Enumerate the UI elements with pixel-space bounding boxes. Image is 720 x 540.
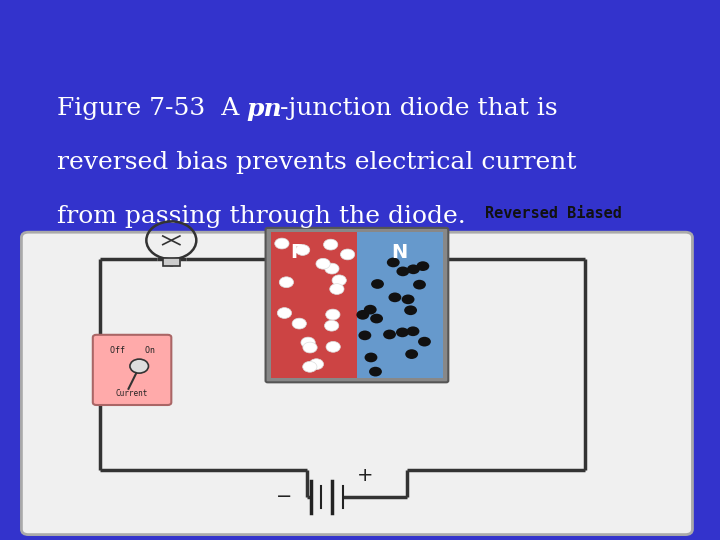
- Text: −: −: [276, 487, 293, 507]
- Circle shape: [326, 341, 341, 352]
- Text: reversed bias prevents electrical current: reversed bias prevents electrical curren…: [57, 151, 577, 174]
- Circle shape: [301, 337, 315, 348]
- Circle shape: [402, 294, 415, 304]
- Circle shape: [341, 249, 355, 260]
- Text: -junction diode that is: -junction diode that is: [280, 97, 557, 120]
- Circle shape: [407, 265, 420, 274]
- Circle shape: [325, 309, 340, 320]
- Circle shape: [397, 267, 409, 276]
- Circle shape: [370, 314, 383, 323]
- Circle shape: [364, 305, 377, 314]
- Circle shape: [295, 245, 310, 255]
- Circle shape: [416, 261, 429, 271]
- Circle shape: [325, 320, 339, 331]
- Circle shape: [323, 239, 338, 250]
- Bar: [271, 232, 357, 378]
- Circle shape: [277, 308, 292, 319]
- Circle shape: [310, 359, 323, 369]
- Circle shape: [330, 284, 344, 294]
- Bar: [163, 258, 180, 266]
- Circle shape: [369, 367, 382, 376]
- FancyBboxPatch shape: [266, 228, 449, 382]
- Text: Current: Current: [116, 389, 148, 398]
- Text: Off    On: Off On: [109, 346, 155, 355]
- Circle shape: [303, 342, 318, 353]
- FancyBboxPatch shape: [93, 335, 171, 405]
- Circle shape: [332, 275, 346, 286]
- Circle shape: [325, 263, 339, 274]
- Text: Figure 7-53  A: Figure 7-53 A: [57, 97, 248, 120]
- Text: from passing through the diode.: from passing through the diode.: [57, 205, 466, 228]
- Circle shape: [279, 277, 294, 288]
- Circle shape: [292, 318, 307, 329]
- Circle shape: [359, 330, 372, 340]
- Text: N: N: [392, 243, 408, 262]
- Circle shape: [396, 328, 409, 338]
- Text: pn: pn: [246, 97, 282, 121]
- Circle shape: [302, 361, 317, 372]
- Circle shape: [413, 280, 426, 289]
- Circle shape: [387, 258, 400, 267]
- Circle shape: [130, 359, 148, 373]
- Text: Reversed Biased: Reversed Biased: [485, 206, 622, 221]
- Circle shape: [356, 310, 369, 320]
- Circle shape: [404, 306, 417, 315]
- Text: +: +: [357, 465, 374, 485]
- FancyBboxPatch shape: [22, 232, 693, 535]
- Circle shape: [383, 329, 396, 339]
- Circle shape: [405, 349, 418, 359]
- Bar: [357, 232, 443, 378]
- Circle shape: [316, 258, 330, 269]
- Text: P: P: [290, 243, 304, 262]
- Circle shape: [364, 353, 377, 362]
- Circle shape: [418, 337, 431, 347]
- Circle shape: [371, 279, 384, 289]
- Circle shape: [389, 293, 401, 302]
- Circle shape: [407, 326, 420, 336]
- Circle shape: [275, 238, 289, 249]
